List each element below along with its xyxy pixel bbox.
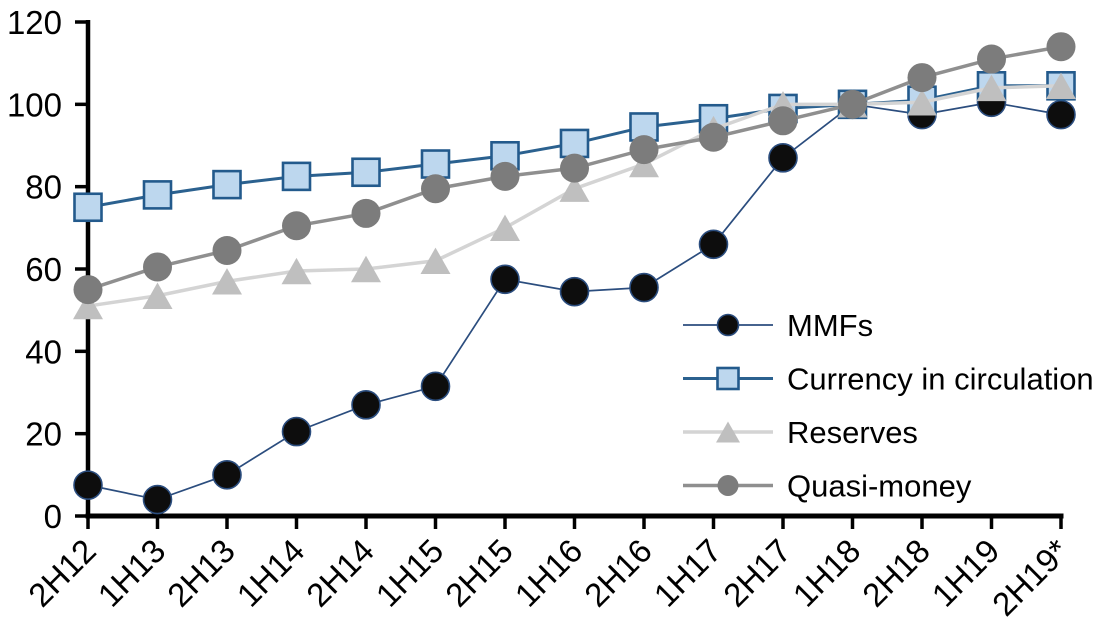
- x-tick-label: 2H17: [716, 532, 798, 614]
- x-tick-label: 2H19*: [985, 532, 1076, 623]
- circle-marker: [421, 174, 450, 204]
- circle-marker: [490, 161, 520, 191]
- legend-label: Reserves: [787, 415, 918, 450]
- triangle-marker: [490, 214, 520, 242]
- legend-item-currency-in-circulation: Currency in circulation: [683, 362, 1094, 397]
- legend-label: MMFs: [787, 308, 873, 343]
- circle-marker: [142, 484, 173, 515]
- triangle-marker: [976, 74, 1007, 102]
- legend-item-quasi-money: Quasi-money: [683, 469, 972, 504]
- circle-marker: [698, 229, 729, 260]
- circle-marker: [907, 63, 937, 93]
- x-tick-label: 1H13: [91, 532, 173, 614]
- circle-marker: [838, 89, 867, 119]
- triangle-marker: [716, 421, 740, 443]
- x-tick-label: 2H12: [21, 532, 103, 614]
- circle-marker: [351, 198, 381, 228]
- square-marker: [73, 192, 103, 223]
- x-tick-label: 2H16: [577, 532, 659, 614]
- circle-marker: [420, 371, 451, 402]
- circle-marker: [281, 416, 312, 447]
- legend-item-mmfs: MMFs: [683, 308, 873, 343]
- square-marker: [212, 169, 242, 200]
- circle-marker: [490, 264, 520, 295]
- square-marker: [716, 366, 740, 391]
- legend-label: Currency in circulation: [787, 362, 1094, 397]
- circle-marker: [212, 460, 242, 490]
- circle-marker: [699, 122, 728, 152]
- x-tick-label: 1H14: [230, 532, 312, 614]
- x-tick-label: 1H17: [647, 532, 729, 614]
- circle-marker: [559, 276, 590, 307]
- x-tick-label: 2H14: [299, 532, 381, 614]
- circle-marker: [351, 390, 381, 420]
- circle-marker: [768, 106, 798, 136]
- y-tick-label: 0: [44, 498, 62, 535]
- square-marker: [420, 149, 451, 179]
- x-tick-label: 1H18: [786, 532, 868, 614]
- triangle-marker: [281, 257, 312, 285]
- circle-marker: [768, 143, 798, 173]
- circle-marker: [212, 235, 242, 265]
- y-tick-label: 80: [25, 169, 62, 206]
- triangle-marker: [1046, 72, 1076, 100]
- x-tick-label: 2H18: [855, 532, 937, 614]
- circle-marker: [282, 211, 311, 241]
- square-marker: [490, 140, 520, 171]
- circle-marker: [143, 252, 172, 282]
- triangle-marker: [420, 247, 451, 274]
- triangle-marker: [142, 282, 173, 309]
- triangle-marker: [907, 89, 937, 116]
- x-tick-label: 2H15: [438, 532, 520, 614]
- x-tick-label: 2H13: [160, 532, 242, 614]
- square-marker: [351, 157, 381, 188]
- triangle-marker: [351, 255, 381, 283]
- circle-marker: [977, 44, 1006, 74]
- circle-marker: [717, 475, 739, 496]
- triangle-marker: [559, 175, 590, 202]
- legend-item-reserves: Reserves: [683, 415, 918, 450]
- circle-marker: [629, 135, 659, 165]
- triangle-marker: [73, 292, 103, 320]
- y-tick-label: 120: [7, 4, 62, 41]
- legend-label: Quasi-money: [787, 469, 972, 504]
- circle-marker: [560, 153, 589, 183]
- circle-marker: [73, 275, 103, 305]
- circle-marker: [716, 313, 740, 337]
- y-tick-label: 60: [25, 251, 62, 288]
- triangle-marker: [212, 268, 242, 295]
- y-tick-label: 20: [25, 416, 62, 453]
- x-tick-label: 1H15: [369, 532, 451, 614]
- x-tick-label: 1H16: [508, 532, 590, 614]
- square-marker: [559, 128, 590, 159]
- circle-marker: [1046, 32, 1076, 62]
- circle-marker: [73, 470, 103, 500]
- legend: MMFs Currency in circulation Reserves Quasi…: [683, 308, 1094, 504]
- square-marker: [142, 180, 173, 210]
- y-tick-label: 40: [25, 333, 62, 370]
- circle-marker: [1046, 99, 1076, 130]
- square-marker: [281, 161, 312, 192]
- y-tick-label: 100: [7, 86, 62, 123]
- series-quasi-money: [73, 32, 1076, 305]
- circle-marker: [629, 272, 659, 303]
